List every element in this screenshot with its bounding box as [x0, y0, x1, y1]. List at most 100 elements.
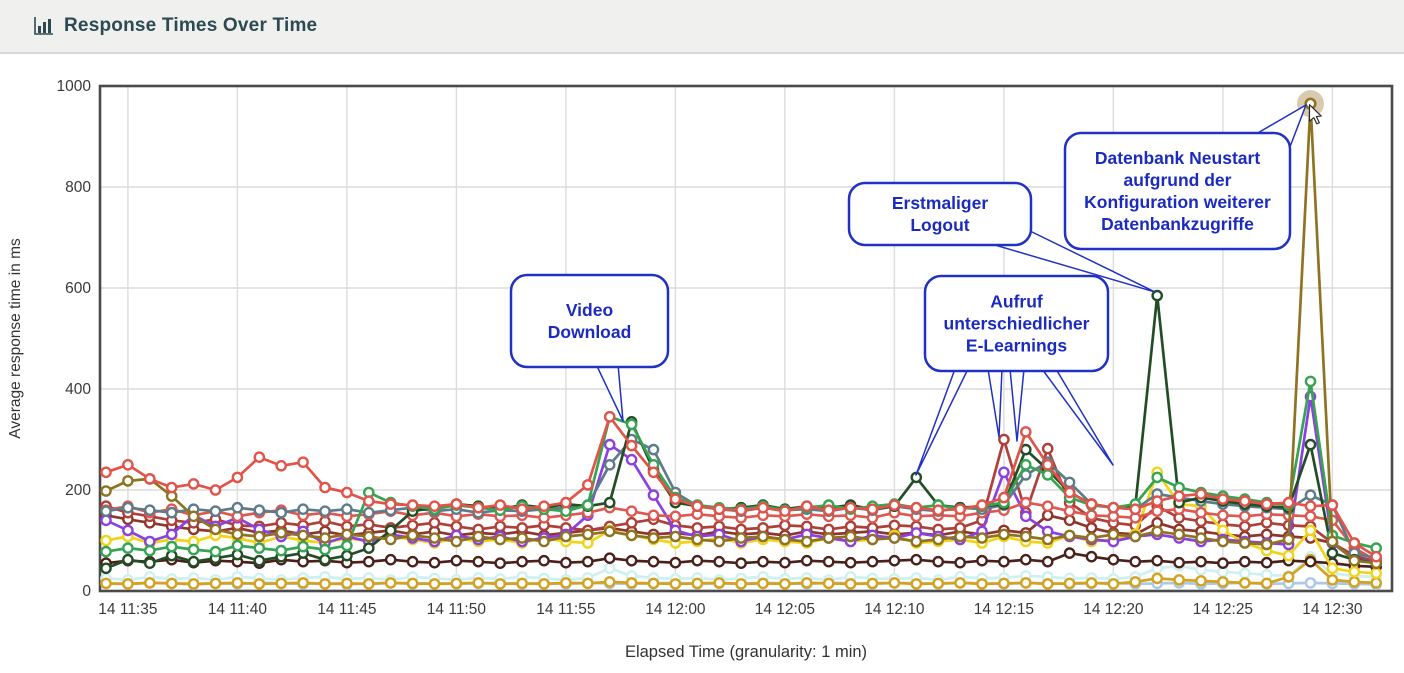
data-point-marker[interactable]	[275, 577, 288, 590]
data-point-marker[interactable]	[450, 535, 463, 548]
data-point-marker[interactable]	[1217, 509, 1229, 522]
data-point-marker[interactable]	[1260, 556, 1273, 569]
data-point-marker[interactable]	[297, 456, 309, 469]
data-point-marker[interactable]	[538, 500, 550, 513]
data-point-marker[interactable]	[1151, 495, 1163, 507]
data-point-marker[interactable]	[1282, 549, 1295, 562]
data-point-marker[interactable]	[1063, 547, 1076, 559]
data-point-marker[interactable]	[384, 577, 397, 589]
data-point-marker[interactable]	[669, 578, 682, 590]
data-point-marker[interactable]	[122, 475, 134, 487]
data-point-marker[interactable]	[341, 486, 353, 499]
data-point-marker[interactable]	[976, 554, 988, 567]
data-point-marker[interactable]	[976, 532, 988, 544]
data-point-marker[interactable]	[1107, 553, 1120, 566]
data-point-marker[interactable]	[669, 493, 682, 505]
data-point-marker[interactable]	[844, 530, 857, 543]
data-point-marker[interactable]	[362, 506, 375, 519]
data-point-marker[interactable]	[362, 555, 375, 568]
data-point-marker[interactable]	[1085, 532, 1098, 544]
data-point-marker[interactable]	[954, 577, 966, 589]
data-point-marker[interactable]	[625, 505, 638, 518]
data-point-marker[interactable]	[1217, 557, 1229, 570]
data-point-marker[interactable]	[801, 554, 813, 567]
data-point-marker[interactable]	[1020, 426, 1032, 438]
data-point-marker[interactable]	[691, 500, 704, 513]
data-point-marker[interactable]	[231, 539, 244, 552]
data-point-marker[interactable]	[406, 555, 419, 568]
data-point-marker[interactable]	[297, 529, 309, 542]
data-point-marker[interactable]	[1195, 488, 1207, 500]
data-point-marker[interactable]	[603, 525, 616, 538]
data-point-marker[interactable]	[253, 530, 266, 543]
data-point-marker[interactable]	[319, 553, 331, 566]
data-point-marker[interactable]	[472, 501, 485, 514]
data-point-marker[interactable]	[866, 577, 879, 590]
data-point-marker[interactable]	[231, 577, 244, 589]
data-point-marker[interactable]	[998, 577, 1010, 590]
data-point-marker[interactable]	[888, 499, 901, 511]
data-point-marker[interactable]	[1173, 556, 1185, 569]
data-point-marker[interactable]	[669, 556, 682, 569]
data-point-marker[interactable]	[647, 509, 660, 522]
data-point-marker[interactable]	[757, 501, 769, 514]
data-point-marker[interactable]	[538, 578, 550, 590]
data-point-marker[interactable]	[757, 577, 769, 590]
data-point-marker[interactable]	[362, 495, 375, 507]
data-point-marker[interactable]	[647, 555, 660, 568]
data-point-marker[interactable]	[647, 489, 660, 501]
data-point-marker[interactable]	[1195, 575, 1207, 587]
data-point-marker[interactable]	[910, 578, 923, 590]
data-point-marker[interactable]	[341, 577, 353, 590]
data-point-marker[interactable]	[1260, 538, 1273, 551]
data-point-marker[interactable]	[1085, 577, 1098, 589]
data-point-marker[interactable]	[1020, 443, 1032, 456]
data-point-marker[interactable]	[1304, 500, 1317, 513]
data-point-marker[interactable]	[954, 530, 966, 543]
data-point-marker[interactable]	[822, 577, 835, 590]
data-point-marker[interactable]	[1151, 525, 1163, 538]
data-point-marker[interactable]	[713, 503, 726, 516]
data-point-marker[interactable]	[822, 504, 835, 517]
data-point-marker[interactable]	[297, 577, 309, 589]
data-point-marker[interactable]	[560, 530, 572, 543]
data-point-marker[interactable]	[691, 577, 704, 590]
data-point-marker[interactable]	[384, 533, 397, 546]
data-point-marker[interactable]	[625, 516, 638, 529]
data-point-marker[interactable]	[122, 542, 134, 554]
data-point-marker[interactable]	[1370, 567, 1382, 580]
data-point-marker[interactable]	[998, 433, 1010, 446]
data-point-marker[interactable]	[1239, 537, 1251, 549]
data-point-marker[interactable]	[406, 519, 419, 532]
data-point-marker[interactable]	[603, 562, 616, 575]
data-point-marker[interactable]	[297, 540, 309, 553]
data-point-marker[interactable]	[1239, 577, 1251, 589]
data-point-marker[interactable]	[1151, 289, 1163, 302]
data-point-marker[interactable]	[472, 577, 485, 589]
data-point-marker[interactable]	[1151, 505, 1163, 518]
data-point-marker[interactable]	[582, 479, 594, 491]
data-point-marker[interactable]	[1304, 577, 1317, 589]
data-point-marker[interactable]	[888, 554, 901, 567]
data-point-marker[interactable]	[801, 577, 813, 589]
data-point-marker[interactable]	[1217, 493, 1229, 505]
data-point-marker[interactable]	[187, 555, 200, 568]
data-point-marker[interactable]	[165, 506, 178, 519]
data-point-marker[interactable]	[494, 520, 507, 533]
data-point-marker[interactable]	[1020, 496, 1032, 509]
data-point-marker[interactable]	[100, 577, 112, 590]
data-point-marker[interactable]	[275, 459, 288, 472]
data-point-marker[interactable]	[1326, 574, 1339, 586]
data-point-marker[interactable]	[1041, 442, 1054, 455]
data-point-marker[interactable]	[1063, 505, 1076, 518]
data-point-marker[interactable]	[910, 535, 923, 548]
data-point-marker[interactable]	[472, 530, 485, 543]
data-point-marker[interactable]	[998, 528, 1010, 541]
data-point-marker[interactable]	[1348, 576, 1361, 588]
data-point-marker[interactable]	[1239, 510, 1251, 523]
data-point-marker[interactable]	[122, 553, 134, 566]
data-point-marker[interactable]	[1304, 524, 1317, 537]
data-point-marker[interactable]	[384, 498, 397, 510]
data-point-marker[interactable]	[625, 554, 638, 567]
data-point-marker[interactable]	[362, 542, 375, 554]
